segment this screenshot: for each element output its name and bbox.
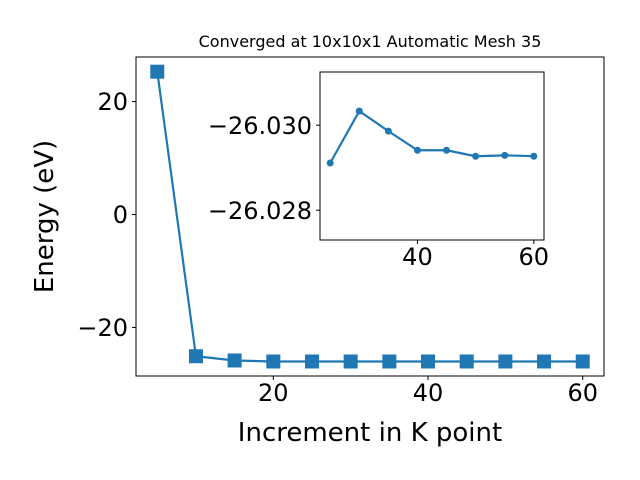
point — [188, 349, 203, 364]
point — [382, 354, 397, 369]
y-tick-label: 20 — [97, 88, 128, 116]
y-tick-label: −20 — [77, 314, 128, 342]
point — [355, 107, 363, 115]
series-line — [329, 109, 534, 164]
point — [150, 64, 165, 79]
point — [498, 354, 513, 369]
point — [421, 354, 436, 369]
y-axis-label: Energy (eV) — [30, 140, 60, 293]
x-tick-label: 60 — [567, 379, 598, 407]
point — [227, 353, 242, 368]
point — [472, 152, 480, 160]
point — [304, 354, 319, 369]
point — [443, 146, 451, 154]
y-tick-label: 0 — [113, 201, 128, 229]
point — [501, 151, 509, 159]
point — [343, 354, 358, 369]
x-tick-label: 60 — [519, 243, 550, 271]
point — [384, 127, 392, 135]
x-tick-label: 40 — [402, 243, 433, 271]
x-axis-label: Increment in K point — [238, 418, 502, 448]
point — [575, 354, 590, 369]
x-tick-label: 20 — [258, 379, 289, 407]
point — [326, 159, 334, 167]
x-tick-label: 40 — [413, 379, 444, 407]
point — [530, 152, 538, 160]
y-tick-label: −26.028 — [208, 197, 312, 225]
point — [266, 354, 281, 369]
chart-title: Converged at 10x10x1 Automatic Mesh 35 — [199, 32, 542, 51]
point — [413, 146, 421, 154]
point — [537, 354, 552, 369]
y-tick-label: −26.030 — [208, 112, 312, 140]
point — [459, 354, 474, 369]
